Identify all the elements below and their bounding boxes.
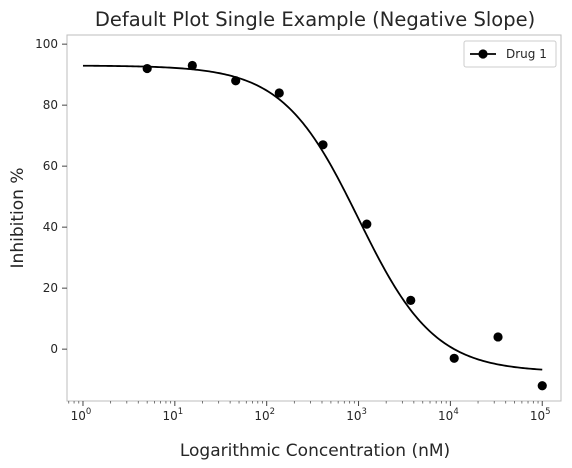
y-tick-label: 100: [35, 37, 58, 51]
data-points: [142, 60, 547, 391]
y-tick-label: 40: [43, 220, 58, 234]
y-tick-label: 20: [43, 281, 58, 295]
y-axis: 0 20 40 60 80 100: [35, 37, 67, 356]
data-point: [187, 60, 197, 71]
data-point: [537, 381, 547, 391]
data-point: [318, 140, 328, 150]
x-axis: 100 101 102 103 104 105: [68, 401, 551, 423]
data-point: [449, 353, 459, 363]
y-tick-label: 80: [43, 98, 58, 112]
data-point: [406, 295, 416, 305]
legend-box: [463, 40, 557, 68]
data-point: [142, 63, 152, 74]
chart-title: Default Plot Single Example (Negative Sl…: [95, 8, 535, 31]
x-tick-label: 104: [438, 407, 459, 423]
data-point: [362, 219, 372, 229]
y-axis-label: Inhibition %: [8, 168, 28, 269]
legend-marker: [478, 49, 488, 59]
fit-curve: [82, 64, 543, 371]
data-point: [274, 88, 284, 98]
y-tick-label: 60: [43, 159, 58, 173]
legend: Drug 1: [463, 40, 557, 68]
x-tick-label: 103: [346, 407, 367, 423]
x-tick-label: 105: [530, 407, 551, 423]
x-tick-label: 102: [254, 407, 275, 423]
legend-label: Drug 1: [506, 47, 547, 61]
x-tick-label: 100: [71, 407, 92, 423]
x-tick-label: 101: [162, 407, 183, 423]
plot-area: [66, 34, 562, 402]
data-point: [231, 76, 241, 86]
x-axis-label: Logarithmic Concentration (nM): [180, 441, 450, 461]
y-tick-label: 0: [50, 342, 58, 356]
data-point: [493, 332, 503, 342]
